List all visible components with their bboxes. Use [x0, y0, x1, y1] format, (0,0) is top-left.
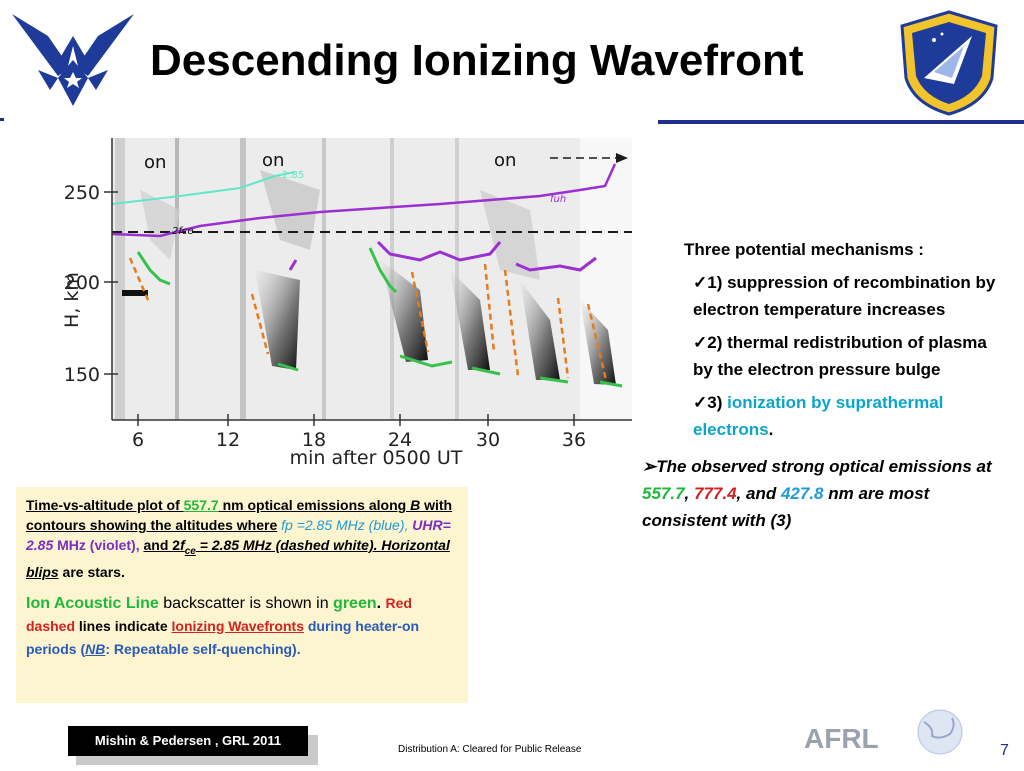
ytick-label: 150: [64, 364, 100, 386]
mechanism-item: ✓3) ionization by suprathermal electrons…: [693, 393, 944, 439]
arrow-bullet-icon: ➢: [642, 457, 657, 476]
air-force-logo: [8, 6, 138, 116]
mechanism-item: ✓1) suppression of recombination by elec…: [693, 273, 996, 319]
caption-paragraph-1: Time-vs-altitude plot of 557.7 nm optica…: [26, 497, 453, 580]
conclusion-text: ➢The observed strong optical emissions a…: [642, 457, 992, 530]
title-rule-left: [0, 118, 4, 121]
ytick-label: 250: [64, 182, 100, 204]
check-icon: ✓: [693, 393, 708, 412]
mechanism-item: ✓2) thermal redistribution of plasma by …: [693, 333, 987, 379]
title-rule-right: [658, 120, 1024, 124]
afrl-wordmark-logo: AFRL: [800, 706, 970, 766]
2fce-curve-label: 2fce: [172, 226, 194, 237]
page-number: 7: [1000, 742, 1009, 759]
page-title: Descending Ionizing Wavefront: [150, 36, 804, 85]
x-axis-label: min after 0500 UT: [290, 447, 463, 469]
caption-paragraph-2: Ion Acoustic Line backscatter is shown i…: [26, 594, 420, 657]
mechanisms-panel: Three potential mechanisms : ✓1) suppres…: [640, 236, 1010, 534]
check-icon: ✓: [693, 273, 708, 292]
afrl-wordmark-text: AFRL: [804, 723, 879, 754]
check-icon: ✓: [693, 333, 708, 352]
figure-caption-box: Time-vs-altitude plot of 557.7 nm optica…: [16, 487, 468, 703]
xtick-label: 18: [302, 429, 326, 451]
afrl-shield-logo: [894, 8, 1004, 118]
uhr-curve-label: 2.85: [282, 170, 304, 181]
on-label: on: [262, 150, 284, 171]
xtick-label: 30: [476, 429, 500, 451]
xtick-label: 24: [388, 429, 412, 451]
xtick-label: 36: [562, 429, 586, 451]
fuh-curve-label: fuh: [550, 194, 566, 205]
ytick-label: 200: [64, 272, 100, 294]
y-axis-label: H, km: [61, 272, 83, 328]
on-label: on: [144, 152, 166, 173]
xtick-label: 12: [216, 429, 240, 451]
on-label: on: [494, 150, 516, 171]
citation-label: Mishin & Pedersen , GRL 2011: [68, 726, 308, 756]
mechanisms-header: Three potential mechanisms :: [684, 240, 924, 259]
xtick-label: 6: [132, 429, 144, 451]
time-altitude-figure: 250 200 150 6 12 18 24 30 36 min after 0…: [60, 130, 660, 470]
distribution-statement: Distribution A: Cleared for Public Relea…: [398, 744, 582, 755]
